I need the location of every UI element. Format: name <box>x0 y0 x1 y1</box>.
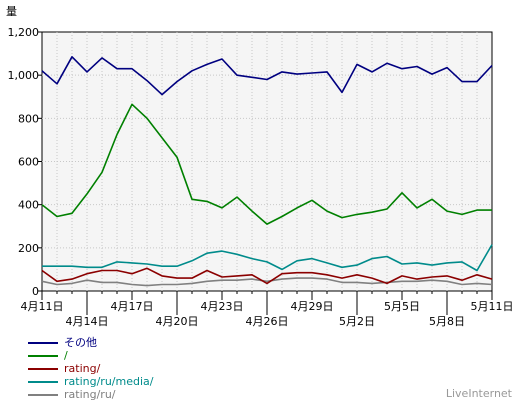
legend-label: その他 <box>64 335 97 349</box>
x-tick-label: 5月11日 <box>471 300 514 313</box>
x-tick-label: 4月14日 <box>66 315 109 328</box>
x-tick-label: 4月23日 <box>201 300 244 313</box>
x-tick-label: 5月8日 <box>429 315 465 328</box>
series-line <box>41 277 493 287</box>
brand-label: LiveInternet <box>445 387 512 400</box>
y-tick-label: 1,200 <box>8 26 40 39</box>
x-tick-label: 4月20日 <box>156 315 199 328</box>
series-line <box>41 267 493 285</box>
y-tick-label: 200 <box>18 242 39 255</box>
y-tick-label: 1,000 <box>8 69 40 82</box>
y-tick-label: 400 <box>18 199 39 212</box>
x-tick-label: 5月5日 <box>384 300 420 313</box>
series-line <box>41 55 493 96</box>
legend-item: rating/ru/ <box>28 388 153 401</box>
series-line <box>41 103 492 225</box>
y-tick-label: 800 <box>18 112 39 125</box>
x-tick-label: 4月17日 <box>111 300 154 313</box>
legend-item: / <box>28 349 153 362</box>
y-axis-label: 量 <box>6 5 17 18</box>
y-axis-ticks: 0 200 400 600 800 1,000 1,200 <box>8 26 42 298</box>
series-line <box>42 244 493 272</box>
x-tick-label: 4月11日 <box>21 300 64 313</box>
legend-item: rating/ <box>28 362 153 375</box>
legend-item: その他 <box>28 336 153 349</box>
y-tick-label: 0 <box>32 285 39 298</box>
legend-swatch <box>28 354 58 357</box>
legend-swatch <box>28 341 58 344</box>
legend-label: rating/ru/media/ <box>64 374 154 388</box>
legend-label: rating/ru/ <box>64 387 116 401</box>
x-axis-ticks: 4月11日 4月17日 4月23日 4月29日 5月5日 5月11日 4月14日 4月20日 4… <box>21 291 514 328</box>
x-tick-label: 4月29日 <box>291 300 334 313</box>
x-tick-label: 5月2日 <box>339 315 375 328</box>
legend: その他 / rating/ rating/ru/media/ rating/ru… <box>28 336 153 401</box>
x-tick-label: 4月26日 <box>246 315 289 328</box>
legend-label: rating/ <box>64 361 101 375</box>
series-lines <box>41 55 493 287</box>
legend-swatch <box>28 393 58 396</box>
legend-item: rating/ru/media/ <box>28 375 153 388</box>
grid <box>42 32 492 291</box>
legend-label: / <box>64 348 68 362</box>
legend-swatch <box>28 380 58 383</box>
y-tick-label: 600 <box>18 156 39 169</box>
legend-swatch <box>28 367 58 370</box>
